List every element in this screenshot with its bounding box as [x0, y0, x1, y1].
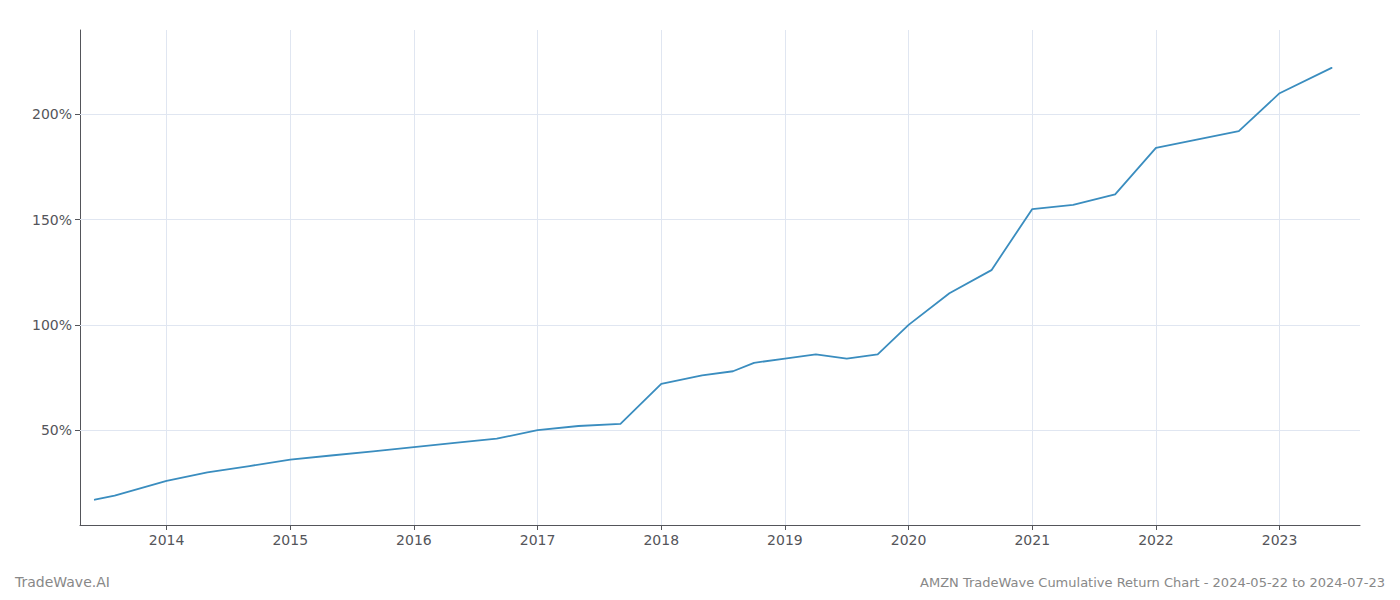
svg-text:2016: 2016	[396, 532, 432, 548]
svg-text:AMZN TradeWave Cumulative Retu: AMZN TradeWave Cumulative Return Chart -…	[920, 575, 1385, 590]
svg-text:2014: 2014	[149, 532, 185, 548]
svg-text:2015: 2015	[272, 532, 308, 548]
svg-text:200%: 200%	[32, 106, 72, 122]
svg-text:2018: 2018	[643, 532, 679, 548]
svg-text:100%: 100%	[32, 317, 72, 333]
svg-text:TradeWave.AI: TradeWave.AI	[14, 574, 110, 590]
svg-text:2020: 2020	[891, 532, 927, 548]
svg-text:2023: 2023	[1262, 532, 1298, 548]
svg-text:50%: 50%	[41, 422, 72, 438]
svg-text:2022: 2022	[1138, 532, 1174, 548]
svg-text:2019: 2019	[767, 532, 803, 548]
svg-text:150%: 150%	[32, 212, 72, 228]
svg-text:2021: 2021	[1014, 532, 1050, 548]
svg-text:2017: 2017	[520, 532, 556, 548]
